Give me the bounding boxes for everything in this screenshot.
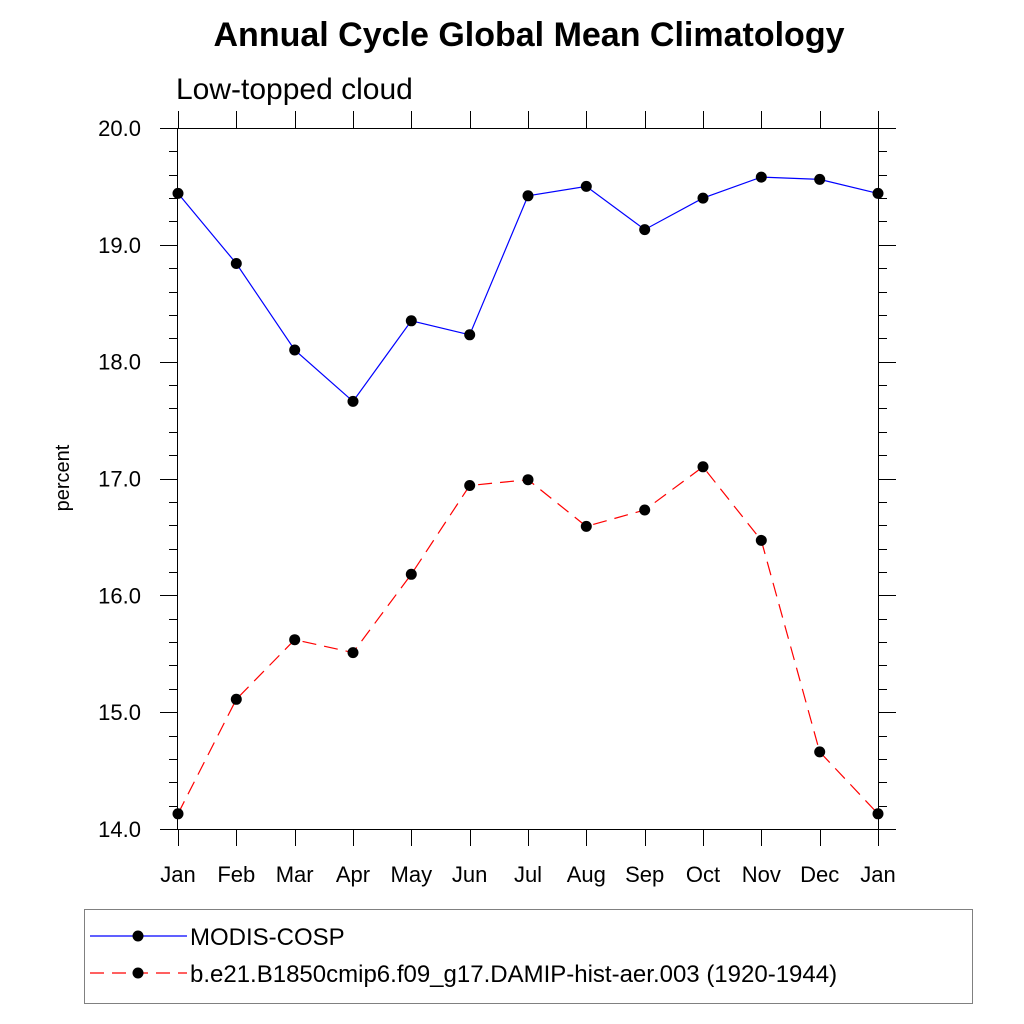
data-point [172, 187, 184, 199]
x-tick-label: Jun [452, 862, 487, 887]
data-point [289, 344, 301, 356]
data-point [755, 171, 767, 183]
y-tick-label: 19.0 [98, 233, 141, 258]
axis-tick-labels: 14.0 15.0 16.0 17.0 18.0 19.0 20.0 Jan Feb Mar Apr… [98, 116, 896, 887]
y-tick-label: 20.0 [98, 116, 141, 141]
data-point [464, 329, 476, 341]
series-line [177, 465, 879, 815]
data-point [405, 568, 417, 580]
chart-subtitle: Low-topped cloud [176, 73, 413, 106]
y-tick-label: 16.0 [98, 583, 141, 608]
legend-label: MODIS-COSP [190, 924, 345, 951]
legend-marker [132, 967, 144, 979]
y-axis-label: percent [52, 444, 74, 511]
legend-item: MODIS-COSP [90, 924, 345, 951]
data-point [697, 192, 709, 204]
axis-ticks [160, 111, 896, 846]
x-tick-label: Sep [625, 862, 664, 887]
x-tick-label: May [391, 862, 433, 887]
data-point [814, 746, 826, 758]
series-layer [172, 171, 884, 820]
legend-label: b.e21.B1850cmip6.f09_g17.DAMIP-hist-aer.… [190, 961, 837, 988]
y-tick-label: 14.0 [98, 817, 141, 842]
x-tick-label: Nov [742, 862, 781, 887]
data-point [347, 647, 359, 659]
x-tick-label: Aug [567, 862, 606, 887]
legend: MODIS-COSP b.e21.B1850cmip6.f09_g17.DAMIP… [90, 924, 837, 988]
x-tick-label: Dec [800, 862, 839, 887]
data-point [347, 395, 359, 407]
data-point [464, 480, 476, 491]
y-tick-label: 17.0 [98, 467, 141, 492]
series-line [177, 176, 879, 403]
y-tick-label: 18.0 [98, 350, 141, 375]
data-point [755, 534, 767, 546]
data-point [639, 224, 651, 236]
x-tick-label: Apr [336, 862, 370, 887]
data-point [580, 520, 592, 532]
data-point [697, 461, 709, 473]
series-1 [172, 171, 884, 407]
data-point [872, 808, 884, 820]
legend-box [84, 909, 973, 1004]
data-point [230, 693, 242, 705]
series-2 [172, 461, 884, 820]
chart-title: Annual Cycle Global Mean Climatology [214, 16, 845, 54]
data-point [639, 504, 651, 516]
data-point [814, 173, 826, 185]
data-point [522, 190, 534, 202]
x-tick-label: Mar [276, 862, 314, 887]
x-tick-label: Jan [160, 862, 195, 887]
legend-marker [132, 930, 144, 942]
data-point [872, 187, 884, 199]
x-tick-label: Jul [514, 862, 542, 887]
legend-item: b.e21.B1850cmip6.f09_g17.DAMIP-hist-aer.… [90, 961, 837, 988]
x-tick-label: Oct [686, 862, 720, 887]
x-tick-label: Feb [217, 862, 255, 887]
data-point [405, 315, 417, 327]
y-tick-label: 15.0 [98, 700, 141, 725]
data-point [289, 634, 301, 646]
data-point [580, 180, 592, 192]
x-tick-label: Jan [860, 862, 895, 887]
data-point [522, 474, 534, 486]
data-point [230, 258, 242, 269]
data-point [172, 808, 184, 820]
